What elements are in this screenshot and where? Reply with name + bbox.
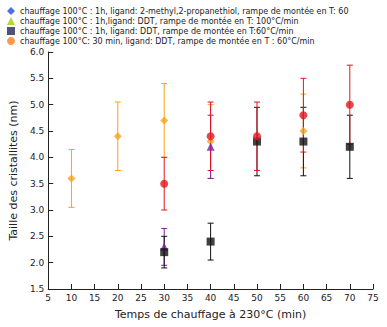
svg-text:50: 50: [251, 293, 263, 303]
svg-text:6.0: 6.0: [30, 47, 45, 57]
svg-text:40: 40: [205, 293, 217, 303]
svg-text:2.0: 2.0: [30, 258, 45, 268]
svg-text:60: 60: [298, 293, 310, 303]
svg-text:chauffage 100°C : 1h, ligand:: chauffage 100°C : 1h, ligand: DDT, rampe…: [20, 26, 294, 36]
svg-text:3.5: 3.5: [30, 179, 44, 189]
svg-text:5: 5: [45, 293, 51, 303]
svg-text:55: 55: [274, 293, 285, 303]
svg-text:chauffage 100°C: 30 min, ligan: chauffage 100°C: 30 min, ligand: DDT, ra…: [20, 36, 315, 46]
svg-text:chauffage 100°C : 1h, ligand:: chauffage 100°C : 1h, ligand: 2-methyl,2…: [20, 6, 348, 16]
svg-text:35: 35: [182, 293, 193, 303]
svg-text:2.5: 2.5: [30, 231, 44, 241]
svg-text:5.5: 5.5: [30, 73, 44, 83]
svg-text:1.5: 1.5: [30, 284, 44, 294]
svg-text:45: 45: [228, 293, 239, 303]
svg-text:65: 65: [321, 293, 332, 303]
svg-text:30: 30: [158, 293, 170, 303]
svg-text:3.0: 3.0: [30, 205, 45, 215]
svg-text:20: 20: [112, 293, 124, 303]
svg-text:25: 25: [135, 293, 146, 303]
svg-text:4.5: 4.5: [30, 126, 44, 136]
svg-text:70: 70: [344, 293, 356, 303]
svg-text:10: 10: [66, 293, 78, 303]
svg-text:chauffage 100°C : 1h,ligand: D: chauffage 100°C : 1h,ligand: DDT, rampe …: [20, 16, 299, 26]
svg-text:Taille des cristallites (nm): Taille des cristallites (nm): [7, 100, 20, 241]
svg-text:5.0: 5.0: [30, 100, 45, 110]
svg-text:Temps de chauffage à 230°C (mi: Temps de chauffage à 230°C (min): [114, 308, 306, 321]
svg-text:75: 75: [367, 293, 378, 303]
svg-text:15: 15: [89, 293, 100, 303]
svg-text:4.0: 4.0: [30, 152, 45, 162]
